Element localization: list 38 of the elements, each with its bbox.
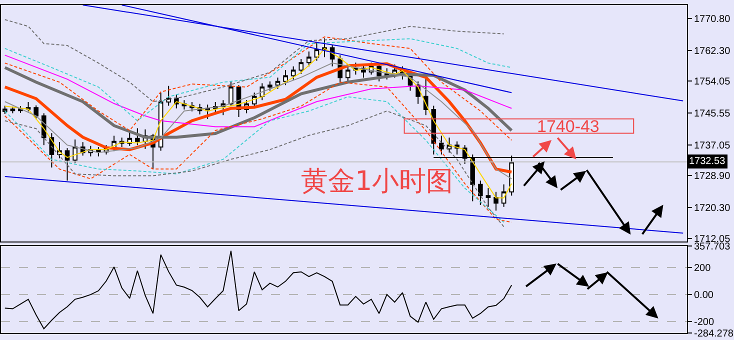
candlestick	[486, 188, 491, 208]
text: 黄金1小时图	[301, 166, 454, 197]
y-tick-label: 1762.30	[694, 46, 731, 57]
line-series	[4, 48, 512, 198]
candlestick	[306, 50, 312, 67]
candlestick	[268, 80, 272, 92]
candlestick	[494, 191, 498, 212]
candlestick	[446, 137, 452, 154]
candlestick	[298, 58, 304, 74]
candlestick	[10, 106, 16, 114]
candlestick	[166, 85, 172, 106]
candlestick	[478, 180, 483, 206]
line-series	[4, 38, 512, 122]
y-tick-label: 1770.80	[694, 14, 731, 25]
y-tick-label: 1728.90	[694, 170, 731, 182]
line-series	[4, 19, 504, 102]
candlestick	[64, 148, 70, 182]
y-tick-label: -284.278	[694, 328, 734, 340]
line-series	[3, 66, 514, 139]
candlestick	[228, 80, 234, 106]
y-tick-label: 1720.30	[694, 203, 731, 214]
line-series	[4, 36, 512, 141]
y-tick-label: 200	[694, 263, 712, 274]
candlestick	[34, 104, 38, 120]
ref-line-label: 1732.53	[689, 156, 726, 167]
candlestick	[290, 66, 296, 80]
line-series	[4, 54, 512, 128]
y-tick-label: 0.00	[694, 290, 714, 302]
candlestick	[439, 135, 444, 155]
y-tick-label: -200	[694, 317, 714, 328]
y-tick-label: 1754.05	[694, 76, 731, 88]
candlestick	[135, 128, 140, 146]
line-series	[4, 250, 512, 330]
annotation: 1740-43	[537, 117, 600, 136]
candlestick	[283, 70, 288, 86]
y-tick-label: 1745.55	[694, 108, 731, 120]
candlestick	[345, 66, 350, 82]
y-tick-label: 1737.05	[694, 140, 731, 152]
